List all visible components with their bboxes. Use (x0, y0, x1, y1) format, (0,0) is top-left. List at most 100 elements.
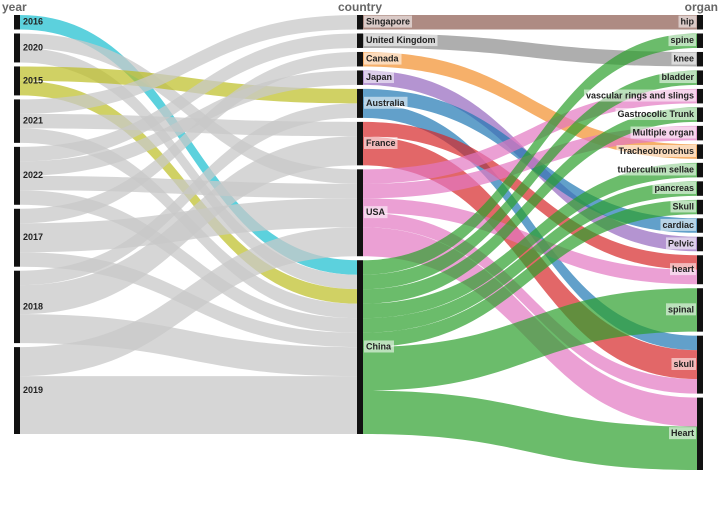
label-background (659, 71, 697, 84)
flow (20, 33, 357, 162)
node-bar (697, 51, 703, 67)
flow (363, 162, 697, 319)
node-label: vascular rings and slings (586, 91, 694, 101)
node-label: China (366, 341, 392, 351)
node-label: Gastrocolic Trunk (617, 109, 695, 119)
column-title: year (2, 0, 27, 14)
node-bar (357, 260, 363, 434)
node-bar (14, 15, 20, 30)
node-bar (357, 169, 363, 257)
node-label: 2015 (23, 75, 43, 85)
node-bar (14, 270, 20, 344)
flow (20, 70, 357, 176)
label-background (652, 181, 696, 194)
node-label: 2016 (23, 17, 43, 27)
label-background (615, 108, 697, 121)
node-bar (357, 51, 363, 67)
flow (20, 103, 357, 286)
flow (20, 314, 357, 377)
links (20, 15, 697, 470)
column-title: organ (685, 0, 718, 14)
node-label: hip (681, 17, 695, 27)
label-background (615, 163, 696, 176)
node-bar (697, 199, 703, 215)
flow (363, 33, 697, 275)
node-label: 2019 (23, 385, 43, 395)
node-bar (697, 288, 703, 332)
node-bar (14, 99, 20, 143)
node-bar (357, 88, 363, 118)
flow (363, 51, 697, 159)
flow (20, 190, 357, 333)
label-background (364, 34, 438, 47)
node-label: bladder (661, 72, 694, 82)
node-label: Canada (366, 54, 400, 64)
node-bar (697, 70, 703, 85)
node-bar (14, 347, 20, 434)
node-label: 2017 (23, 232, 43, 242)
node-label: 2022 (23, 170, 43, 180)
node-label: skull (673, 359, 694, 369)
flow (20, 47, 357, 290)
label-background (665, 237, 696, 250)
node-label: cardiac (662, 220, 694, 230)
label-background (669, 263, 696, 276)
label-background (668, 427, 696, 440)
flow (363, 88, 697, 184)
node-bar (697, 236, 703, 252)
flow (20, 227, 357, 377)
label-background (670, 200, 696, 213)
node-label: knee (673, 54, 694, 64)
node-label: heart (672, 264, 694, 274)
flow (363, 288, 697, 391)
node-bar (14, 208, 20, 267)
node-label: USA (366, 207, 386, 217)
node-label: Multiple organ (633, 128, 695, 138)
node-bar (697, 181, 703, 196)
flow (363, 121, 697, 270)
node-label: Pelvic (668, 238, 694, 248)
node-bar (697, 335, 703, 394)
nodes: year 2016 2020 2015 2021 2022 2017 2018 2019 coun… (2, 0, 718, 470)
label-background (364, 340, 394, 353)
node-bar (14, 33, 20, 63)
node-bar (697, 107, 703, 122)
label-background (364, 206, 388, 219)
flow (363, 125, 697, 199)
label-background (364, 15, 413, 28)
flow (20, 33, 357, 184)
label-background (668, 34, 696, 47)
node-bar (697, 397, 703, 470)
node-bar (697, 255, 703, 285)
node-label: Skull (672, 201, 694, 211)
column-title: country (338, 0, 382, 14)
node-label: tuberculum sellae (617, 164, 694, 174)
node-label: spinal (668, 304, 694, 314)
node-bar (697, 218, 703, 233)
flow (363, 15, 697, 30)
label-background (583, 89, 696, 102)
label-background (630, 126, 696, 139)
node-label: Tracheobronchus (618, 146, 694, 156)
node-bar (697, 125, 703, 141)
label-background (660, 218, 696, 231)
flow (363, 212, 697, 394)
node-bar (697, 144, 703, 159)
node-bar (697, 33, 703, 48)
node-label: France (366, 138, 396, 148)
label-background (671, 52, 696, 65)
node-bar (14, 146, 20, 205)
node-label: 2018 (23, 301, 43, 311)
node-bar (357, 15, 363, 30)
node-label: 2020 (23, 42, 43, 52)
flow (20, 376, 357, 434)
flow (363, 181, 697, 333)
node-bar (357, 33, 363, 48)
label-background (665, 303, 696, 316)
node-label: Heart (671, 428, 694, 438)
node-bar (357, 70, 363, 85)
node-label: spine (670, 35, 694, 45)
label-background (364, 136, 398, 149)
node-label: 2021 (23, 116, 43, 126)
